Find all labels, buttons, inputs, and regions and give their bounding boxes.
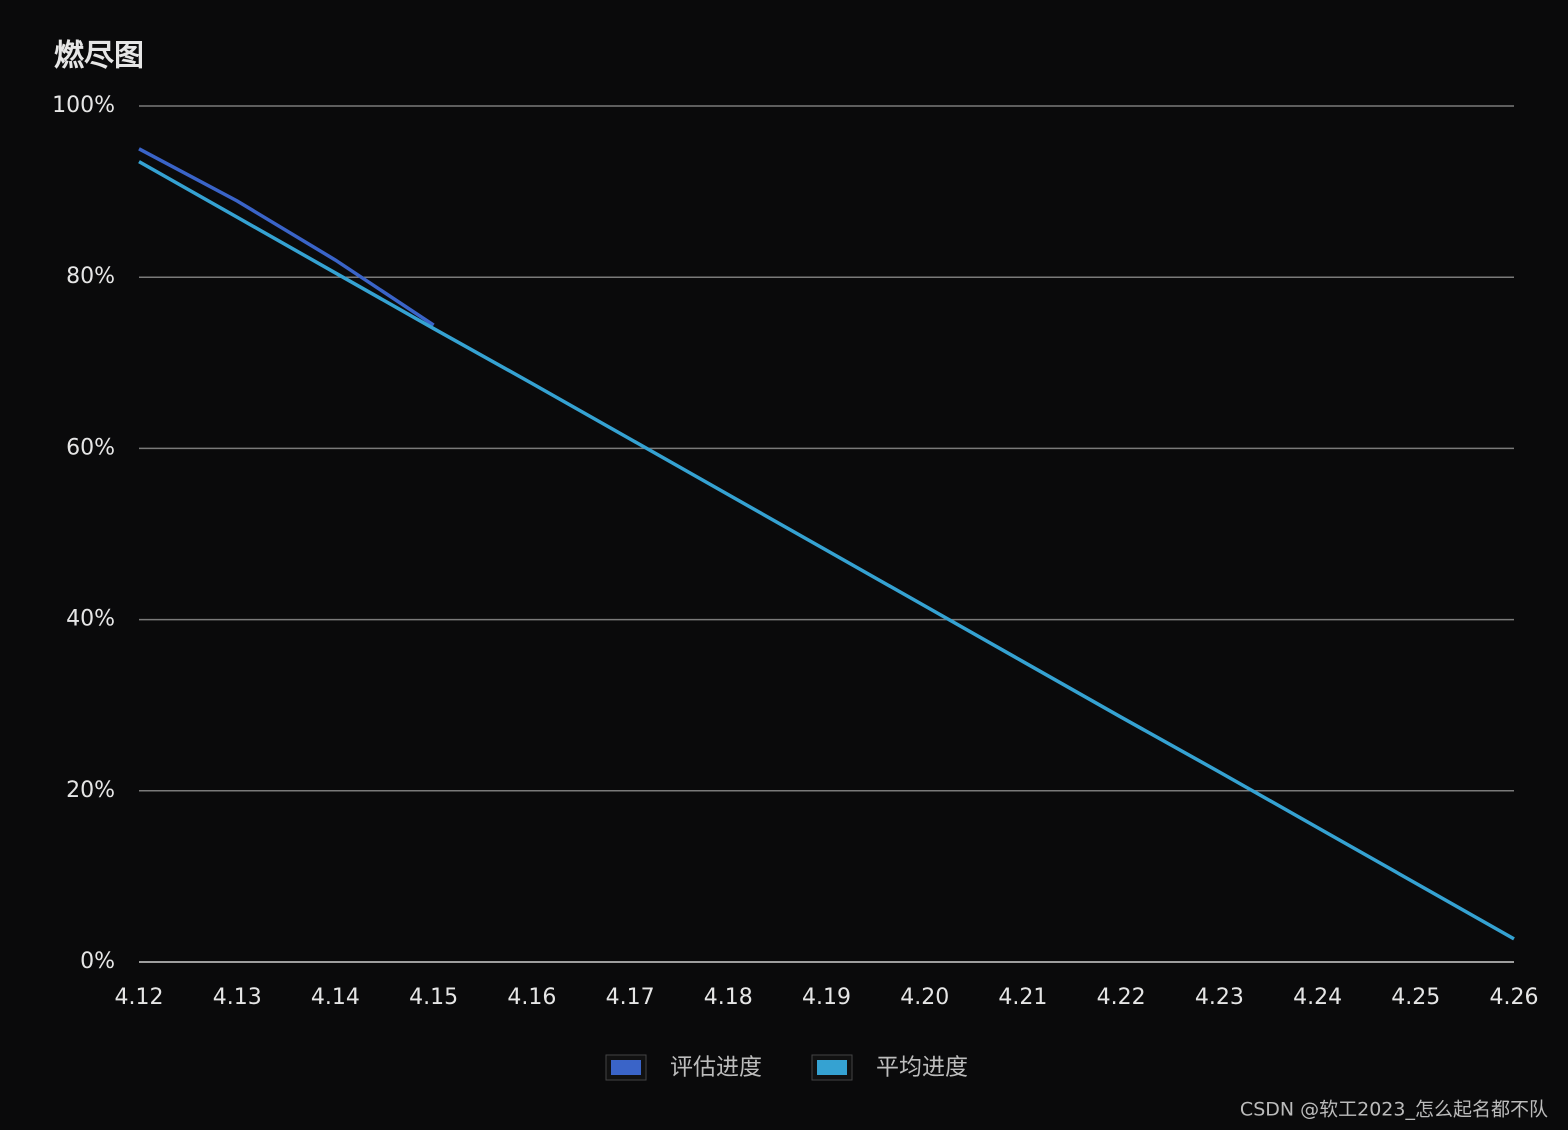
x-tick-label: 4.14 bbox=[311, 985, 360, 1010]
watermark: CSDN @软工2023_怎么起名都不队 bbox=[1240, 1099, 1548, 1121]
y-tick-label: 60% bbox=[66, 435, 115, 460]
y-tick-label: 20% bbox=[66, 778, 115, 803]
x-tick-label: 4.13 bbox=[213, 985, 262, 1010]
x-tick-label: 4.23 bbox=[1195, 985, 1244, 1010]
legend-swatch-fill bbox=[611, 1060, 641, 1075]
x-tick-label: 4.26 bbox=[1490, 985, 1539, 1010]
x-tick-label: 4.12 bbox=[115, 985, 164, 1010]
x-tick-label: 4.15 bbox=[409, 985, 458, 1010]
y-tick-label: 40% bbox=[66, 607, 115, 632]
x-tick-label: 4.17 bbox=[606, 985, 655, 1010]
x-tick-label: 4.16 bbox=[507, 985, 556, 1010]
x-tick-label: 4.25 bbox=[1391, 985, 1440, 1010]
legend-swatch-fill bbox=[817, 1060, 847, 1075]
x-tick-label: 4.19 bbox=[802, 985, 851, 1010]
x-tick-label: 4.20 bbox=[900, 985, 949, 1010]
series-line bbox=[138, 160, 1515, 941]
y-tick-label: 80% bbox=[66, 264, 115, 289]
chart-title: 燃尽图 bbox=[54, 39, 144, 74]
x-tick-label: 4.18 bbox=[704, 985, 753, 1010]
legend-label: 平均进度 bbox=[876, 1055, 968, 1081]
y-tick-label: 0% bbox=[80, 949, 115, 974]
x-tick-label: 4.24 bbox=[1293, 985, 1342, 1010]
y-tick-label: 100% bbox=[52, 93, 115, 118]
legend-label: 评估进度 bbox=[670, 1055, 762, 1081]
series-line bbox=[138, 147, 435, 327]
x-tick-label: 4.21 bbox=[998, 985, 1047, 1010]
x-tick-label: 4.22 bbox=[1097, 985, 1146, 1010]
